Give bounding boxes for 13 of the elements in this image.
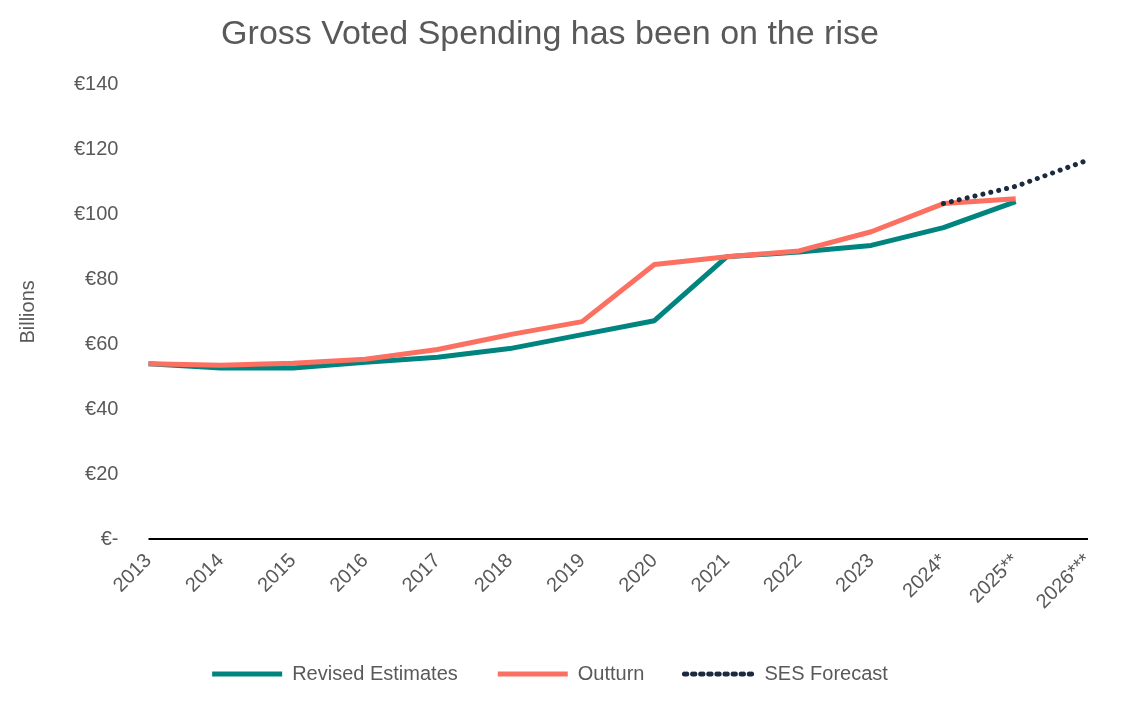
y-tick-label: €20: [85, 461, 119, 484]
y-tick-label: €120: [73, 137, 119, 160]
legend-label: Outturn: [577, 661, 645, 684]
y-tick-label: €40: [85, 396, 119, 419]
y-tick-label: €80: [85, 267, 119, 289]
legend-label: SES Forecast: [764, 661, 889, 684]
chart-title: Gross Voted Spending has been on the rise: [221, 12, 879, 51]
y-tick-label: €100: [73, 202, 119, 225]
y-tick-label: €-: [100, 526, 119, 549]
y-tick-label: €140: [73, 72, 119, 95]
y-tick-label: €60: [85, 331, 119, 354]
legend-label: Revised Estimates: [292, 661, 458, 684]
y-axis-title: Billions: [15, 280, 38, 344]
